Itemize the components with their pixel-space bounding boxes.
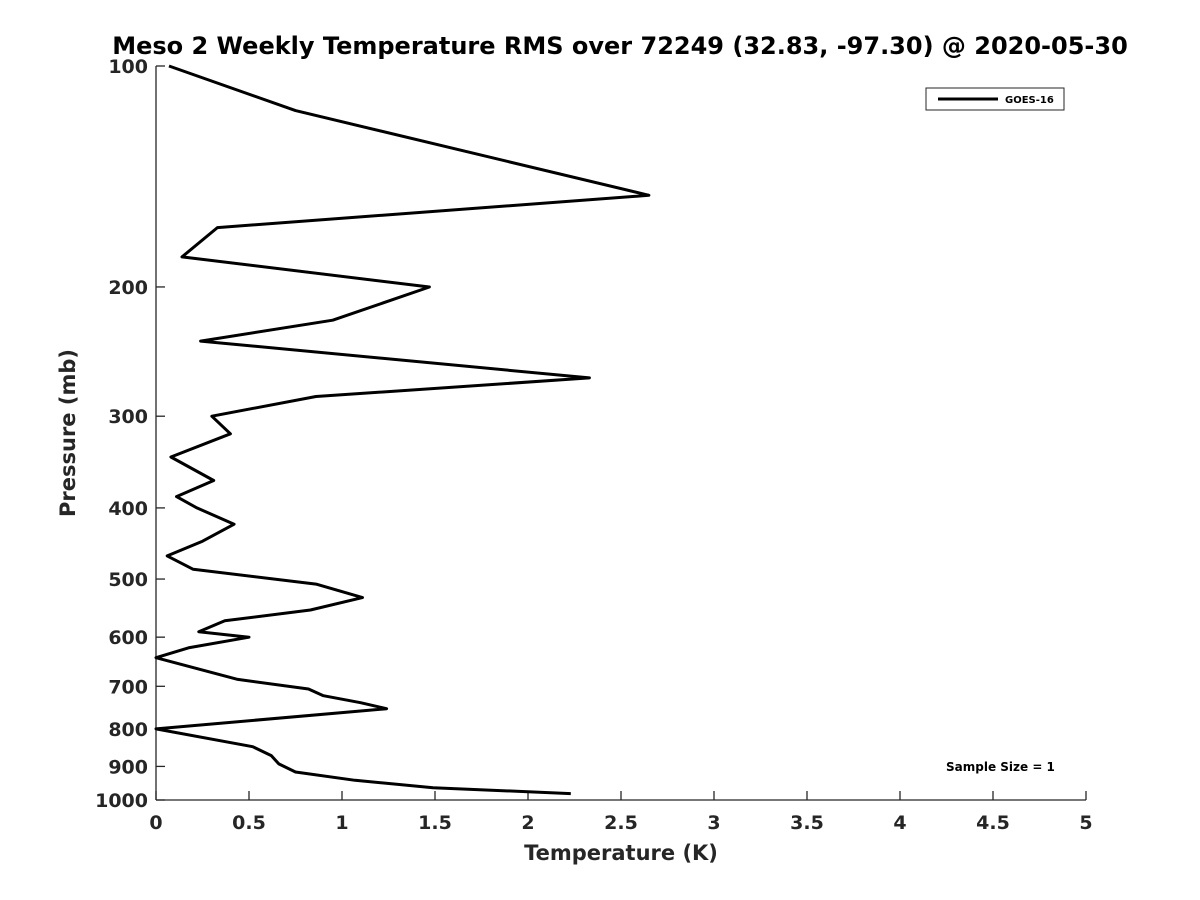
x-tick-label: 4 xyxy=(893,812,906,834)
y-tick-label: 700 xyxy=(108,676,148,698)
y-tick-label: 500 xyxy=(108,569,148,591)
x-tick-label: 4.5 xyxy=(976,812,1010,834)
x-tick-label: 0.5 xyxy=(232,812,266,834)
x-tick-label: 1.5 xyxy=(418,812,452,834)
x-tick-label: 3 xyxy=(707,812,720,834)
x-tick-label: 0 xyxy=(149,812,162,834)
series-line-goes-16 xyxy=(154,64,651,796)
y-tick-label: 600 xyxy=(108,627,148,649)
x-tick-label: 1 xyxy=(335,812,348,834)
legend-label: GOES-16 xyxy=(1005,95,1054,106)
y-ticks: 100 200 300 400 500 600 700 800 900 1000 xyxy=(95,56,165,812)
chart-title: Meso 2 Weekly Temperature RMS over 72249… xyxy=(112,32,1128,60)
y-tick-label: 1000 xyxy=(95,790,148,812)
x-tick-label: 3.5 xyxy=(790,812,824,834)
x-tick-label: 5 xyxy=(1079,812,1092,834)
x-ticks: 0 0.5 1 1.5 2 2.5 3 3.5 4 4.5 5 xyxy=(149,791,1093,834)
y-tick-label: 900 xyxy=(108,756,148,778)
x-tick-label: 2.5 xyxy=(604,812,638,834)
y-axis-label: Pressure (mb) xyxy=(56,349,80,517)
y-tick-label: 800 xyxy=(108,719,148,741)
y-tick-label: 300 xyxy=(108,406,148,428)
y-tick-label: 400 xyxy=(108,498,148,520)
x-axis-label: Temperature (K) xyxy=(524,841,718,865)
y-tick-label: 200 xyxy=(108,277,148,299)
sample-size-annotation: Sample Size = 1 xyxy=(946,760,1055,774)
x-tick-label: 2 xyxy=(521,812,534,834)
legend: GOES-16 xyxy=(925,87,1065,111)
y-tick-label: 100 xyxy=(108,56,148,78)
